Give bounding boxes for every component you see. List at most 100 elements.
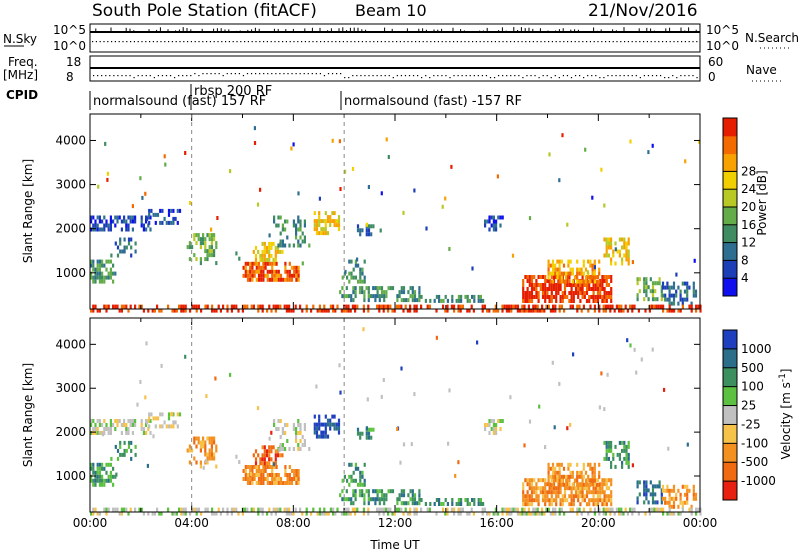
power-cell <box>295 265 298 270</box>
power-cell <box>638 289 641 294</box>
velocity-cell <box>547 470 550 475</box>
power-cell <box>131 227 134 232</box>
velocity-cell <box>382 378 385 382</box>
velocity-cell <box>301 511 304 516</box>
velocity-cell <box>204 448 207 453</box>
power-cell <box>654 297 657 302</box>
nave-dot <box>230 73 232 75</box>
power-cell <box>208 249 211 254</box>
power-cell <box>281 249 284 254</box>
power-cell <box>555 291 558 295</box>
power-cell <box>389 304 392 309</box>
power-cell <box>305 304 308 309</box>
velocity-cell <box>116 456 120 461</box>
velocity-cell <box>603 498 606 503</box>
nave-dot <box>299 73 301 75</box>
velocity-cell <box>605 478 608 483</box>
velocity-cell <box>279 419 282 423</box>
nsearch-dot <box>107 41 109 43</box>
power-cell <box>533 283 536 287</box>
nave-dot <box>441 75 443 77</box>
power-cell <box>595 279 599 284</box>
power-cell <box>495 219 498 224</box>
velocity-cell <box>558 482 561 487</box>
nave-dot <box>579 75 581 77</box>
nsearch-dot <box>308 41 310 43</box>
power-cell <box>153 308 156 313</box>
power-cell <box>301 239 304 244</box>
power-cell <box>352 275 355 280</box>
velocity-cell <box>577 494 580 499</box>
power-cell <box>544 291 547 295</box>
velocity-cell <box>631 463 634 468</box>
power-cell <box>416 298 419 303</box>
velocity-cell <box>438 502 441 506</box>
power-cell <box>101 279 104 284</box>
velocity-cell <box>552 490 556 495</box>
power-cell <box>549 308 552 313</box>
velocity-cell <box>516 507 519 512</box>
velocity-cell <box>466 502 469 506</box>
velocity-cell <box>409 489 412 494</box>
power-cell <box>107 275 110 280</box>
power-cell <box>618 308 621 313</box>
power-cell <box>286 235 289 240</box>
velocity-cell <box>374 489 377 494</box>
velocity-cell <box>109 462 112 467</box>
colorbar-swatch <box>723 330 737 350</box>
velocity-cell <box>158 511 161 516</box>
velocity-cell <box>119 452 122 457</box>
velocity-cell <box>105 470 108 475</box>
velocity-cell <box>530 482 534 487</box>
velocity-cell <box>593 462 596 467</box>
power-cell <box>188 257 191 262</box>
nsearch-dot <box>472 41 474 43</box>
power-cell <box>523 304 526 309</box>
power-cell <box>340 308 343 313</box>
velocity-cell <box>444 498 447 502</box>
power-cell <box>213 253 216 258</box>
velocity-cell <box>662 507 665 512</box>
velocity-cell <box>275 477 278 481</box>
nsearch-dot <box>464 41 466 43</box>
power-cell <box>591 275 594 280</box>
power-cell <box>292 243 295 248</box>
power-cell <box>567 271 570 276</box>
velocity-cell <box>324 426 327 431</box>
power-cell <box>279 273 283 278</box>
velocity-cell <box>580 470 583 475</box>
velocity-cell <box>271 477 274 481</box>
power-cell <box>140 219 143 224</box>
power-cell <box>560 279 563 284</box>
power-cell <box>261 241 264 246</box>
power-cell <box>662 308 665 313</box>
nsearch-dot <box>434 41 436 43</box>
power-cell <box>571 304 574 309</box>
power-cell <box>329 215 332 220</box>
power-cell <box>660 293 663 298</box>
power-cell <box>546 295 549 299</box>
velocity-cell <box>551 462 555 467</box>
velocity-cell <box>279 481 283 485</box>
velocity-cell <box>570 494 573 499</box>
nsearch-dot <box>399 41 401 43</box>
power-cell <box>645 281 648 286</box>
velocity-cell <box>345 489 348 494</box>
power-cell <box>576 304 579 309</box>
power-cell <box>563 295 567 299</box>
velocity-cell <box>488 431 491 435</box>
velocity-cell <box>550 498 553 503</box>
power-cell <box>277 243 280 248</box>
power-cell <box>605 295 608 299</box>
velocity-cell <box>367 497 370 502</box>
power-cell <box>407 290 410 295</box>
velocity-cell <box>530 486 534 491</box>
power-cell <box>262 273 265 278</box>
power-cell <box>550 299 553 303</box>
velocity-cell <box>125 431 128 435</box>
power-cell <box>94 227 97 232</box>
nave-dot <box>631 75 633 77</box>
velocity-cell <box>305 507 308 512</box>
power-cell <box>257 261 261 266</box>
power-cell <box>292 223 295 228</box>
